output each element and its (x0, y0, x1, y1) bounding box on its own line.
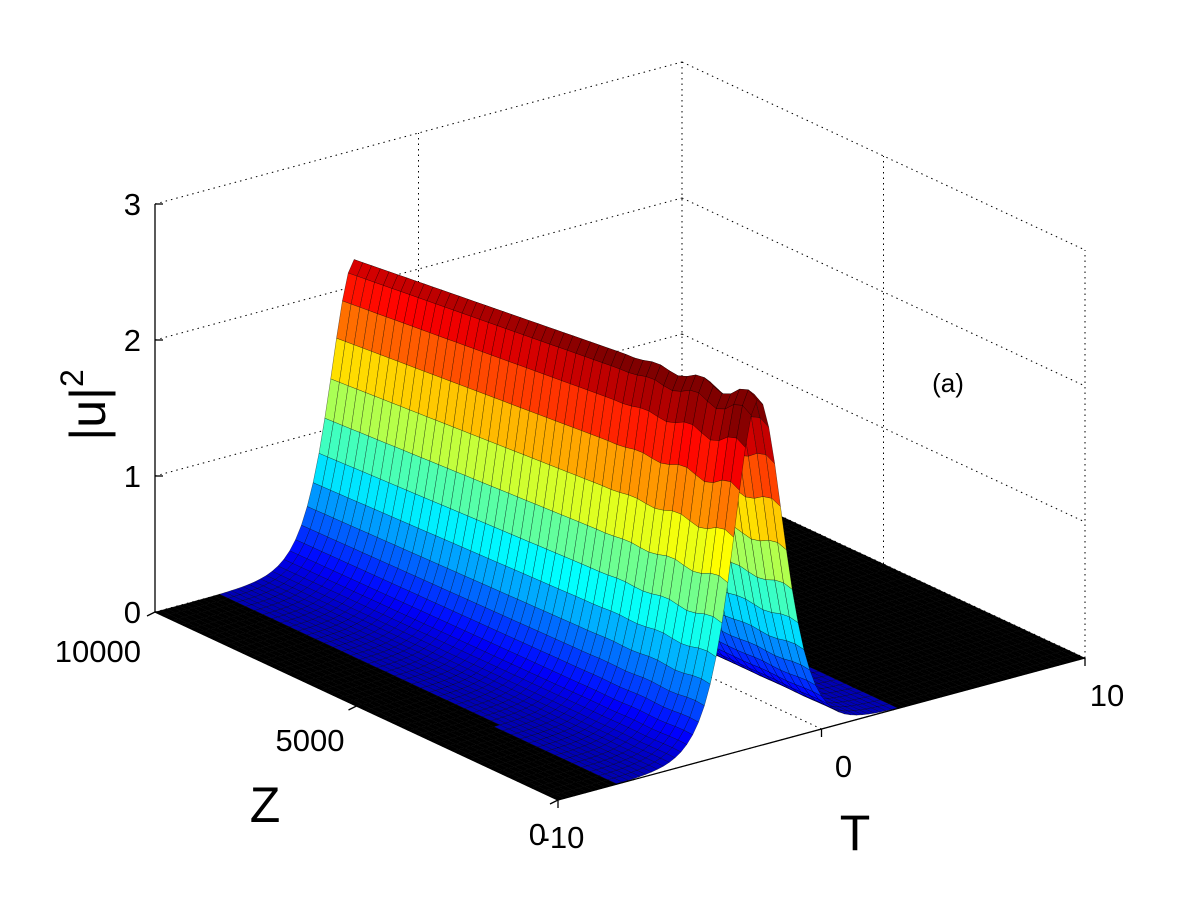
y-tick-label: 0 (529, 817, 546, 852)
y-axis-label: Z (250, 777, 281, 833)
z-tick-label: 2 (124, 323, 141, 358)
surface (154, 259, 1086, 801)
x-axis-ticks: -10 0 10 (540, 658, 1124, 855)
z-tick-label: 0 (124, 595, 141, 630)
x-tick-label: -10 (540, 820, 585, 855)
panel-label: (a) (932, 368, 964, 398)
y-tick (549, 799, 559, 805)
x-tick-label: 0 (835, 749, 852, 784)
x-tick-label: 10 (1090, 678, 1124, 713)
grid-line (681, 197, 1086, 387)
z-axis-ticks: 0 1 2 3 (124, 187, 163, 630)
y-tick-label: 10000 (55, 634, 141, 669)
z-axis-ticks-y: 0 5000 10000 (55, 611, 559, 852)
y-tick-label: 5000 (276, 723, 345, 758)
z-axis-label: |u|2 (54, 369, 116, 441)
z-tick-label: 3 (124, 187, 141, 222)
y-tick (146, 611, 156, 617)
z-tick-label: 1 (124, 459, 141, 494)
y-tick (348, 705, 357, 711)
x-axis-label: T (840, 805, 871, 861)
